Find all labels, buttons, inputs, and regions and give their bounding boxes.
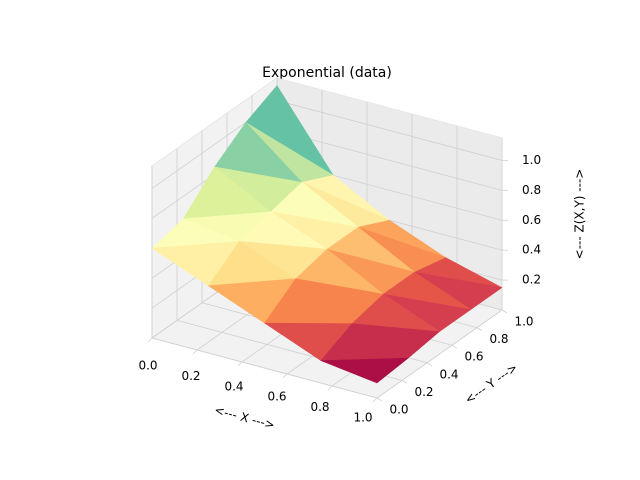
- tick-mark: [451, 344, 458, 349]
- y-tick-label: 0.6: [464, 350, 483, 364]
- y-tick-label: 0.4: [439, 367, 458, 381]
- x-tick-label: 0.8: [310, 400, 329, 414]
- z-tick-label: 0.2: [522, 273, 541, 287]
- tick-mark: [501, 309, 508, 314]
- surface-facet: [320, 357, 410, 384]
- z-tick-label: 0.8: [522, 183, 541, 197]
- y-tick-label: 0.2: [414, 385, 433, 399]
- tick-mark: [476, 327, 483, 331]
- x-tick-label: 0.4: [224, 379, 243, 393]
- tick-mark: [327, 385, 333, 391]
- tick-mark: [376, 397, 383, 402]
- chart-title: Exponential (data): [262, 65, 392, 81]
- grid-line: [276, 100, 503, 161]
- z-tick-label: 1.0: [522, 153, 541, 167]
- y-tick-label: 0.8: [489, 332, 508, 346]
- tick-mark: [372, 397, 378, 403]
- tick-mark: [282, 373, 288, 379]
- x-tick-label: 0.2: [181, 369, 200, 383]
- z-axis-label: <--- Z(X,Y) --->: [573, 169, 587, 260]
- tick-mark: [426, 362, 433, 367]
- grid-line: [151, 337, 378, 399]
- z-tick-label: 0.6: [522, 213, 541, 227]
- tick-mark: [192, 349, 198, 355]
- x-tick-label: 0.6: [267, 390, 286, 404]
- tick-mark: [147, 337, 153, 343]
- tick-mark: [401, 380, 408, 384]
- grid-line: [276, 129, 503, 191]
- z-tick-label: 0.4: [522, 243, 541, 257]
- x-tick-label: 0.0: [138, 359, 157, 373]
- x-axis-label: <--- X --->: [213, 403, 276, 433]
- grid-line: [376, 309, 503, 399]
- y-tick-label: 1.0: [514, 315, 533, 329]
- tick-mark: [237, 361, 243, 367]
- y-axis-label: <--- Y --->: [462, 360, 520, 406]
- x-tick-label: 1.0: [353, 411, 372, 425]
- y-tick-label: 0.0: [389, 403, 408, 417]
